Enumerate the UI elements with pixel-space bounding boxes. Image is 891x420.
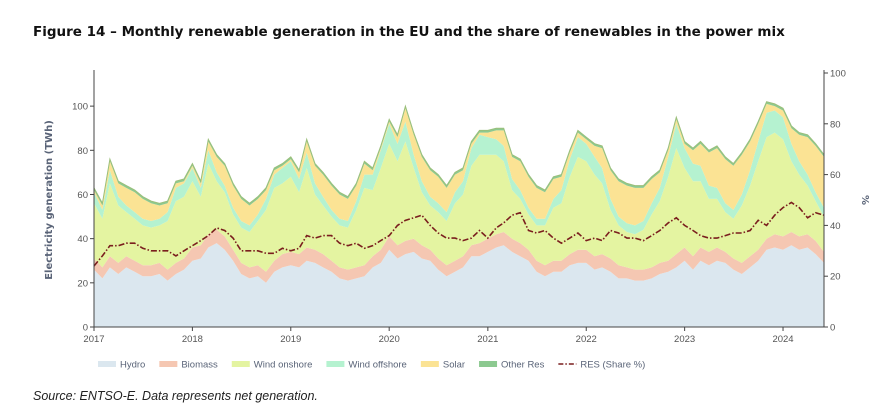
legend-label: RES (Share %) <box>580 360 645 371</box>
y-tick-label: 20 <box>77 278 88 289</box>
res-share-line-group <box>93 201 825 267</box>
total-outline <box>93 101 825 205</box>
res-share-line <box>93 201 825 267</box>
legend-item-other-res: Other Res <box>479 360 545 371</box>
area-biomass <box>94 229 824 283</box>
area-wind-onshore <box>94 132 824 272</box>
legend-label: Other Res <box>501 360 545 371</box>
legend-item-hydro: Hydro <box>98 360 145 371</box>
source-note: Source: ENTSO-E. Data represents net gen… <box>33 389 318 403</box>
legend-label: Wind offshore <box>348 360 406 371</box>
legend-label: Hydro <box>120 360 145 371</box>
legend: Hydro Biomass Wind onshore Wind offshore Sol… <box>98 360 645 371</box>
x-tick-label: 2019 <box>280 334 301 345</box>
x-tick-label: 2017 <box>83 334 104 345</box>
legend-item-wind-onshore: Wind onshore <box>231 360 313 371</box>
y-axis-title: Electricity generation (TWh) <box>44 120 55 280</box>
y2-tick-label: 80 <box>830 119 841 130</box>
legend-item-biomass: Biomass <box>159 360 218 371</box>
y2-tick-label: 60 <box>830 170 841 181</box>
legend-label: Solar <box>443 360 465 371</box>
legend-swatch <box>98 361 116 367</box>
x-tick-label: 2021 <box>477 334 498 345</box>
y-tick-label: 80 <box>77 146 88 157</box>
y2-tick-label: 40 <box>830 221 841 232</box>
axes: 0 20 40 60 80 100 0 20 40 60 80 100 2017 2018 2019 2020… <box>44 69 870 346</box>
legend-swatch <box>231 361 250 367</box>
legend-swatch <box>479 361 498 367</box>
y-tick-label: 40 <box>77 234 88 245</box>
legend-item-wind-offshore: Wind offshore <box>326 360 407 371</box>
area-layers <box>93 101 825 327</box>
x-tick-label: 2020 <box>379 334 400 345</box>
area-hydro <box>94 243 824 327</box>
y-tick-label: 0 <box>83 323 88 334</box>
x-tick-label: 2018 <box>182 334 203 345</box>
y2-tick-label: 20 <box>830 272 841 283</box>
y-tick-label: 60 <box>77 190 88 201</box>
x-tick-label: 2024 <box>772 334 793 345</box>
legend-item-res-share-: RES (Share %) <box>558 360 645 371</box>
y-tick-label: 100 <box>72 102 88 113</box>
y2-tick-label: 0 <box>830 323 835 334</box>
x-tick-label: 2022 <box>576 334 597 345</box>
legend-swatch <box>159 361 178 367</box>
legend-label: Biomass <box>181 360 218 371</box>
x-tick-label: 2023 <box>674 334 695 345</box>
figure-title: Figure 14 – Monthly renewable generation… <box>33 24 785 40</box>
y2-axis-title: % <box>859 195 870 205</box>
legend-swatch <box>420 361 439 367</box>
legend-item-solar: Solar <box>420 360 465 371</box>
legend-swatch <box>326 361 345 367</box>
legend-label: Wind onshore <box>254 360 313 371</box>
area-solar <box>94 103 824 226</box>
y2-tick-label: 100 <box>830 69 846 80</box>
